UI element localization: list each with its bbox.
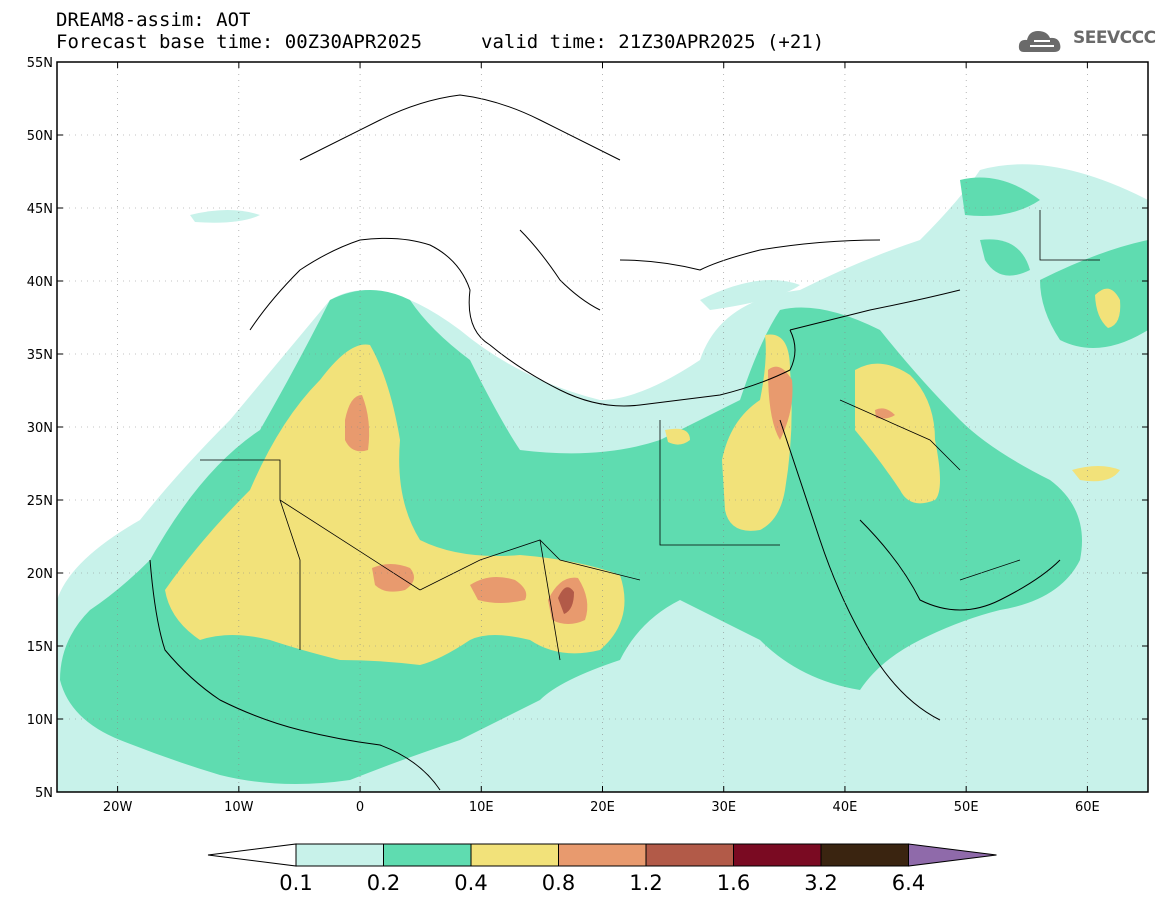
colorbar-level-label: 0.2 (367, 871, 400, 895)
contour-0.8 (345, 366, 895, 624)
colorbar-box (470, 843, 559, 867)
lon-tick-label: 50E (954, 800, 979, 815)
lat-axis: 5N 10N 15N 20N 25N 30N 35N 40N 45N 50N 55N (27, 56, 1148, 801)
lat-tick-label: 35N (27, 348, 53, 363)
lon-tick-label: 10W (224, 800, 254, 815)
colorbar-box (645, 843, 734, 867)
base-time-label: Forecast base time: 00Z30APR2025 (56, 31, 423, 53)
lat-tick-label: 30N (27, 421, 53, 436)
colorbar-box (820, 843, 909, 867)
contour-1.2 (558, 587, 574, 614)
lon-tick-label: 20W (103, 800, 133, 815)
lat-tick-label: 45N (27, 202, 53, 217)
valid-time-label: valid time: 21Z30APR2025 (+21) (481, 31, 825, 53)
colorbar-level-label: 1.2 (629, 871, 662, 895)
lat-tick-label: 20N (27, 567, 53, 582)
chart-title: DREAM8-assim: AOT (56, 9, 251, 31)
lon-tick-label: 10E (469, 800, 494, 815)
colorbar-level-label: 0.8 (542, 871, 575, 895)
colorbar: 0.1 0.2 0.4 0.8 1.2 1.6 3.2 6.4 (207, 843, 997, 895)
lat-tick-label: 55N (27, 56, 53, 71)
lat-tick-label: 25N (27, 494, 53, 509)
colorbar-max-arrow (908, 843, 997, 867)
colorbar-box (295, 843, 384, 867)
lat-tick-label: 15N (27, 640, 53, 655)
colorbar-level-label: 3.2 (804, 871, 837, 895)
colorbar-level-label: 0.1 (279, 871, 312, 895)
lon-tick-label: 30E (711, 800, 736, 815)
colorbar-min-arrow (207, 843, 297, 867)
coastlines (149, 94, 1061, 791)
aot-contours (57, 164, 1148, 792)
lon-tick-label: 60E (1075, 800, 1100, 815)
colorbar-box (733, 843, 822, 867)
logo-text: SEEVCCC (1073, 28, 1156, 48)
lat-tick-label: 50N (27, 129, 53, 144)
colorbar-level-label: 0.4 (454, 871, 487, 895)
colorbar-box (383, 843, 472, 867)
lon-tick-label: 20E (590, 800, 615, 815)
lat-tick-label: 40N (27, 275, 53, 290)
cloud-icon (1018, 31, 1061, 52)
lon-axis: 20W 10W 0 10E 20E 30E 40E 50E 60E (103, 62, 1100, 815)
lon-tick-label: 0 (356, 800, 364, 815)
colorbar-level-label: 6.4 (892, 871, 925, 895)
lat-tick-label: 5N (35, 786, 53, 801)
lat-tick-label: 10N (27, 713, 53, 728)
colorbar-level-label: 1.6 (717, 871, 750, 895)
colorbar-box (558, 843, 647, 867)
lon-tick-label: 40E (833, 800, 858, 815)
